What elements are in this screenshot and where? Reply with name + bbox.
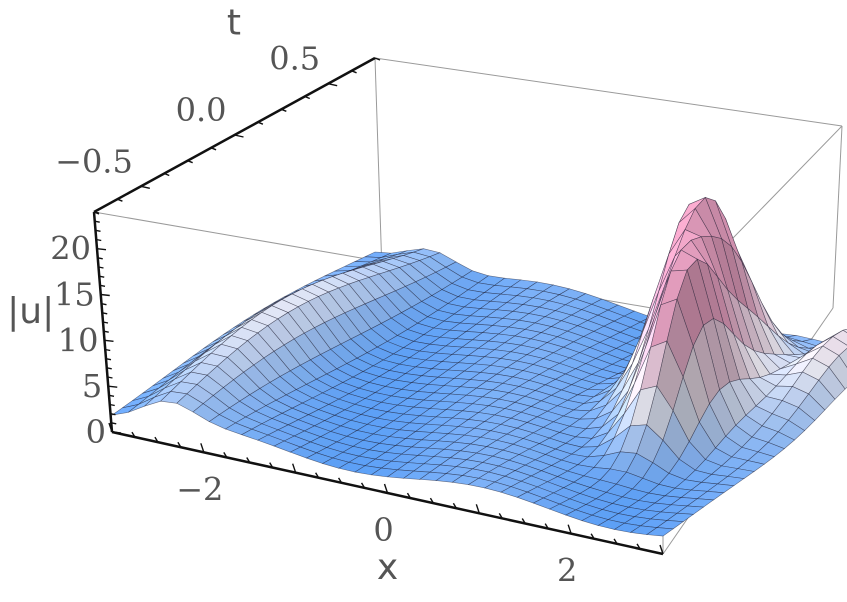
tick-mark [406, 492, 412, 499]
surface-mesh [111, 196, 847, 537]
tick-mark [98, 266, 104, 269]
tick-mark [117, 198, 123, 202]
tick-mark [102, 312, 108, 315]
tick-mark [101, 302, 107, 306]
tick-mark [429, 497, 435, 504]
z-tick-label: 0 [86, 413, 106, 451]
tick-mark [96, 238, 102, 242]
tick-mark [374, 57, 381, 61]
tick-mark [292, 463, 297, 473]
tick-mark [94, 220, 100, 223]
tick-mark [567, 524, 572, 534]
x-tick-label: −2 [176, 470, 223, 508]
t-tick-label: 0.5 [269, 40, 320, 78]
tick-mark [234, 134, 244, 138]
tick-mark [200, 443, 205, 453]
z-axis-label: |u| [7, 291, 54, 332]
ticks: −2 0 2 x −0.5 0.0 0.5 t 0 5 10 15 20 |u| [7, 2, 664, 590]
tick-mark [99, 275, 105, 278]
tick-mark [304, 95, 311, 100]
tick-mark [95, 229, 101, 233]
tick-mark [223, 452, 228, 458]
tick-mark [521, 518, 526, 524]
tick-mark [140, 185, 150, 190]
tick-mark [109, 403, 115, 407]
tick-mark [110, 412, 116, 416]
tick-mark [100, 293, 110, 297]
x-tick-label: 0 [373, 511, 393, 549]
tick-mark [108, 385, 118, 388]
tick-mark [659, 544, 664, 555]
tick-mark [111, 422, 117, 425]
tick-mark [281, 108, 287, 112]
t-tick-label: −0.5 [55, 142, 133, 180]
tick-mark [102, 321, 109, 324]
tick-mark [105, 357, 112, 361]
tick-mark [105, 348, 111, 352]
z-tick-label: 15 [54, 276, 95, 314]
box-edge [374, 57, 843, 127]
tick-mark [383, 483, 389, 494]
tick-mark [108, 422, 113, 433]
x-axis-label: x [377, 547, 398, 588]
surface-patch [645, 527, 674, 537]
tick-mark [269, 462, 274, 468]
tick-mark [97, 257, 103, 260]
z-tick-label: 20 [50, 230, 91, 268]
t-tick-label: 0.0 [176, 91, 227, 129]
tick-mark [360, 482, 366, 489]
tick-mark [108, 394, 115, 398]
tick-mark [104, 339, 114, 343]
tick-mark [498, 513, 503, 519]
tick-mark [111, 431, 122, 434]
tick-mark [177, 441, 182, 448]
tick-mark [187, 160, 193, 164]
tick-mark [590, 533, 595, 540]
tick-mark [613, 538, 618, 545]
box-edge [832, 125, 843, 309]
tick-mark [154, 436, 159, 443]
box-edge [374, 57, 383, 273]
surface-patch [838, 347, 847, 369]
tick-mark [163, 172, 170, 177]
tick-mark [131, 431, 136, 438]
tick-mark [107, 376, 113, 379]
tick-mark [257, 121, 264, 125]
z-tick-label: 10 [58, 321, 99, 359]
tick-mark [93, 211, 100, 214]
tick-mark [96, 247, 107, 251]
x-tick-label: 2 [557, 552, 577, 590]
tick-mark [544, 523, 549, 529]
tick-mark [475, 504, 480, 514]
tick-mark [351, 70, 357, 74]
tick-mark [246, 457, 251, 463]
tick-mark [103, 330, 109, 333]
tick-mark [210, 147, 217, 151]
tick-mark [636, 543, 641, 550]
tick-mark [337, 477, 343, 484]
tick-mark [452, 502, 457, 509]
tick-mark [315, 472, 320, 479]
t-axis-label: t [227, 2, 241, 43]
tick-mark [328, 82, 338, 87]
tick-mark [99, 284, 106, 288]
z-tick-label: 5 [82, 367, 102, 405]
tick-mark [106, 367, 112, 370]
